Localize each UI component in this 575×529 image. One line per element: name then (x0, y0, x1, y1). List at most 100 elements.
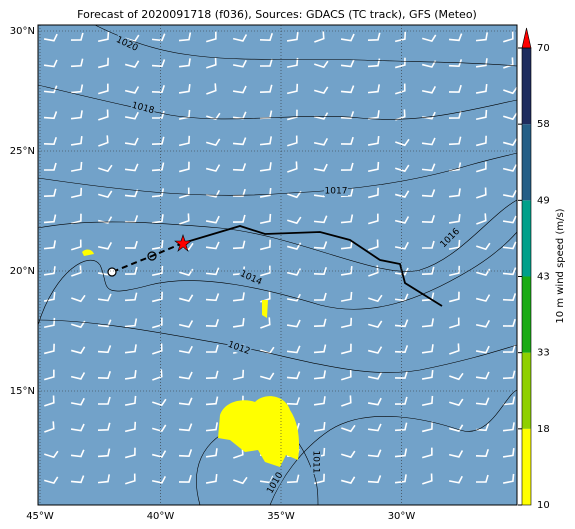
wind-barb (152, 369, 163, 381)
wind-barb (313, 318, 327, 328)
wind-barb (205, 318, 220, 327)
wind-barb (205, 370, 219, 380)
colorbar-tick-label: 43 (537, 272, 550, 283)
wind-barb (70, 161, 83, 172)
wind-barb (178, 371, 193, 380)
wind-barb (368, 239, 379, 251)
wind-barb (206, 138, 221, 147)
wind-barb (205, 293, 220, 302)
wind-barb (206, 83, 217, 95)
wind-barb (232, 137, 247, 146)
wind-barb (475, 448, 490, 457)
wind-barb (394, 31, 407, 43)
isobar-label-bg (238, 268, 264, 288)
wind-barb (124, 60, 140, 68)
wind-barb (205, 396, 219, 406)
wind-barb (367, 32, 381, 42)
wind-barb (421, 344, 434, 354)
wind-barb (124, 318, 138, 328)
wind-barb (71, 294, 86, 303)
wind-barb (205, 473, 218, 484)
wind-barb (286, 345, 301, 354)
wind-barb (178, 84, 191, 94)
wind-barb (151, 136, 165, 146)
wind-barb (43, 343, 55, 355)
wind-barb (97, 474, 111, 484)
wind-barb (422, 240, 435, 249)
wind-barb (395, 164, 410, 173)
wind-barb (421, 163, 436, 172)
wind-barb (395, 138, 410, 147)
wind-barb (394, 241, 409, 250)
wind-barb (449, 398, 464, 407)
wind-barb (97, 242, 113, 250)
wind-barb (205, 448, 218, 458)
wind-barb (421, 60, 437, 68)
wind-barb (340, 85, 355, 94)
heavy-wind-areas (82, 249, 300, 467)
wind-barb (313, 163, 328, 172)
wind-barb (44, 369, 55, 381)
colorbar-segment (522, 276, 531, 353)
wind-barb (178, 320, 194, 328)
wind-barb (502, 215, 517, 224)
lat-tick-label: 30°N (10, 26, 35, 37)
wind-barb (502, 396, 516, 406)
wind-barb (70, 32, 84, 41)
wind-barb (151, 84, 166, 93)
wind-barb (313, 421, 326, 432)
lon-tick-label: 45°W (26, 511, 54, 522)
wind-barb (70, 423, 85, 432)
wind-barb (421, 189, 436, 198)
wind-barb (502, 138, 518, 146)
wind-barb (367, 187, 379, 199)
wind-barb (260, 265, 271, 277)
wind-barb (449, 372, 464, 381)
wind-barb (368, 294, 383, 303)
wind-barb (314, 60, 329, 69)
wind-barb (71, 265, 82, 277)
wind-barb (124, 111, 139, 120)
wind-barb (367, 161, 380, 173)
wind-barb (394, 448, 408, 458)
wind-barb (313, 241, 328, 250)
wind-barb (124, 344, 137, 354)
wind-barb (502, 344, 516, 353)
title: Forecast of 2020091718 (f036), Sources: … (77, 8, 477, 21)
wind-barb (259, 32, 274, 41)
wind-barb (124, 86, 140, 94)
wind-barb (475, 423, 490, 432)
wind-barb (502, 448, 515, 458)
wind-barb (341, 369, 352, 381)
wind-barb (178, 449, 193, 458)
wind-barb (448, 84, 462, 93)
wind-barb (341, 395, 352, 407)
wind-barb (314, 31, 325, 43)
wind-barb (97, 422, 111, 432)
wind-barb (259, 187, 272, 198)
wind-barb (98, 109, 109, 121)
wind-barb (313, 473, 325, 485)
colorbar-tick-label: 58 (537, 119, 550, 130)
wind-barb (70, 187, 83, 199)
wind-barb (368, 320, 383, 329)
isobar-label: 1017 (325, 187, 348, 197)
wind-barb (70, 475, 85, 484)
wind-barb (178, 32, 192, 42)
lon-tick-label: 35°W (267, 511, 295, 522)
colorbar-label: 10 m wind speed (m/s) (555, 208, 566, 323)
wind-barb (178, 397, 193, 406)
isobar-label: 1011 (311, 451, 321, 474)
wind-barb (503, 57, 514, 69)
wind-barb (476, 474, 489, 483)
wind-barb (286, 397, 301, 406)
wind-barb (43, 33, 58, 42)
wind-barb (43, 136, 58, 145)
wind-barb (475, 83, 488, 94)
lat-tick-label: 25°N (10, 146, 35, 157)
wind-barb (314, 292, 327, 301)
wind-barb (367, 423, 382, 432)
wind-barb (394, 57, 406, 69)
wind-barb (43, 214, 57, 224)
